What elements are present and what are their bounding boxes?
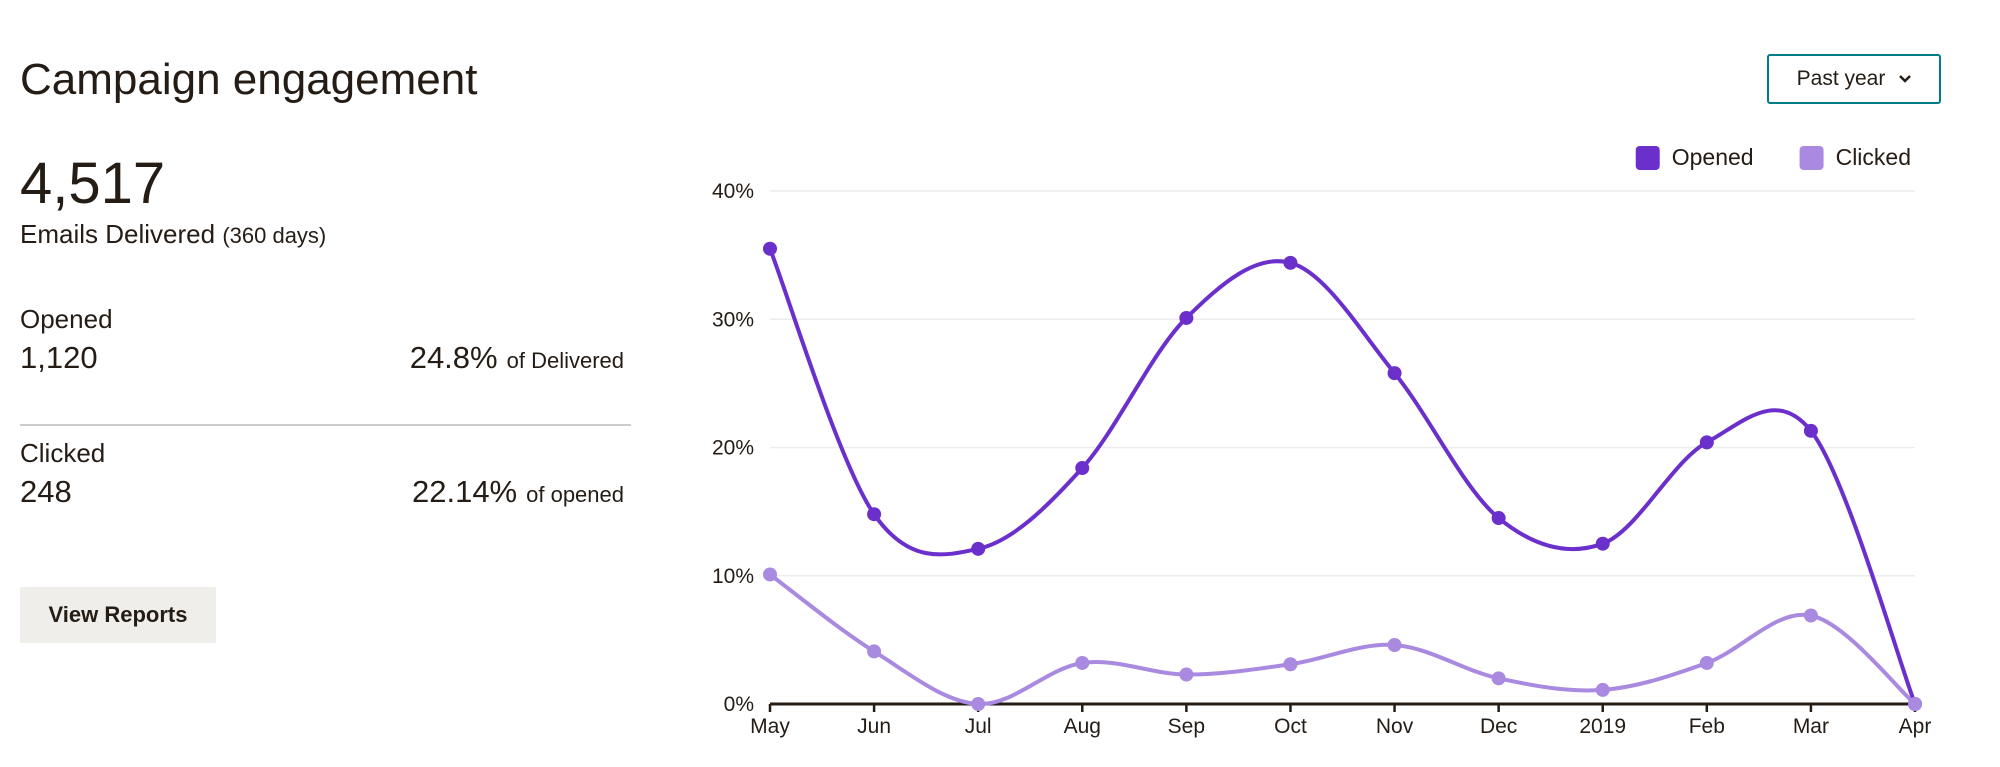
x-tick-label: Apr — [1899, 715, 1932, 738]
x-tick-label: Feb — [1689, 715, 1725, 738]
x-tick-label: Jun — [857, 715, 891, 738]
point — [867, 507, 882, 522]
rate-value: 22.14% — [411, 474, 518, 509]
range-button[interactable]: Past year — [1767, 54, 1941, 104]
total: 4,517 — [20, 151, 166, 216]
y-tick-label: 30% — [712, 308, 754, 331]
row-rate: 24.8% of Delivered — [410, 340, 624, 376]
point — [1387, 638, 1402, 653]
view-reports-button[interactable]: View Reports — [20, 587, 216, 643]
point — [1491, 671, 1506, 686]
point — [1179, 667, 1194, 682]
point — [1595, 682, 1610, 697]
series-line — [768, 247, 1917, 705]
title: Campaign engagement — [20, 55, 478, 104]
point — [1803, 423, 1818, 438]
point — [867, 644, 882, 659]
total-label-text: Emails Delivered — [20, 219, 216, 249]
row-count: 1,120 — [20, 340, 98, 375]
x-tick-label: Nov — [1376, 715, 1414, 738]
rate-note: of opened — [526, 482, 624, 507]
x-tick-label: Mar — [1793, 715, 1829, 738]
point — [1387, 366, 1402, 381]
range-button-text: Past year — [1796, 67, 1886, 90]
point — [1179, 310, 1194, 325]
legend-swatch — [1799, 146, 1824, 170]
legend-label: Opened — [1672, 144, 1754, 170]
divider — [20, 424, 631, 426]
total-note: (360 days) — [222, 223, 327, 248]
point — [763, 567, 777, 582]
y-tick-label: 20% — [712, 437, 754, 460]
point — [1595, 536, 1610, 551]
rate-value: 24.8% — [409, 340, 498, 375]
point — [1075, 461, 1090, 476]
point — [1075, 655, 1090, 670]
x-tick-label: Sep — [1168, 715, 1205, 738]
series-line — [768, 572, 1917, 707]
y-tick-label: 40% — [712, 180, 754, 203]
point — [1908, 697, 1922, 711]
rate-note: of Delivered — [506, 348, 624, 373]
point — [1803, 608, 1818, 623]
x-tick-label: Aug — [1064, 715, 1101, 738]
total-label: Emails Delivered (360 days) — [20, 219, 326, 250]
point — [1491, 511, 1506, 526]
point — [1908, 697, 1922, 711]
point — [763, 241, 777, 256]
point — [1699, 435, 1714, 450]
x-tick-label: May — [750, 715, 790, 738]
chevron — [1899, 75, 1912, 83]
x-tick-label: Dec — [1480, 715, 1517, 738]
row-count: 248 — [20, 474, 72, 509]
y-tick-label: 10% — [712, 565, 754, 588]
x-tick-label: 2019 — [1579, 715, 1626, 738]
x-tick-label: Oct — [1274, 715, 1307, 738]
legend-label: Clicked — [1836, 144, 1911, 170]
row-label: Opened — [20, 304, 113, 334]
point — [1283, 657, 1298, 672]
row-rate: 22.14% of opened — [412, 474, 624, 510]
point — [971, 541, 986, 556]
x-tick-label: Jul — [965, 715, 992, 738]
point — [1283, 255, 1298, 270]
row-label: Clicked — [20, 438, 106, 468]
y-tick-label: 0% — [724, 693, 754, 716]
point — [971, 697, 986, 711]
legend-swatch — [1635, 146, 1660, 170]
point — [1699, 655, 1714, 670]
